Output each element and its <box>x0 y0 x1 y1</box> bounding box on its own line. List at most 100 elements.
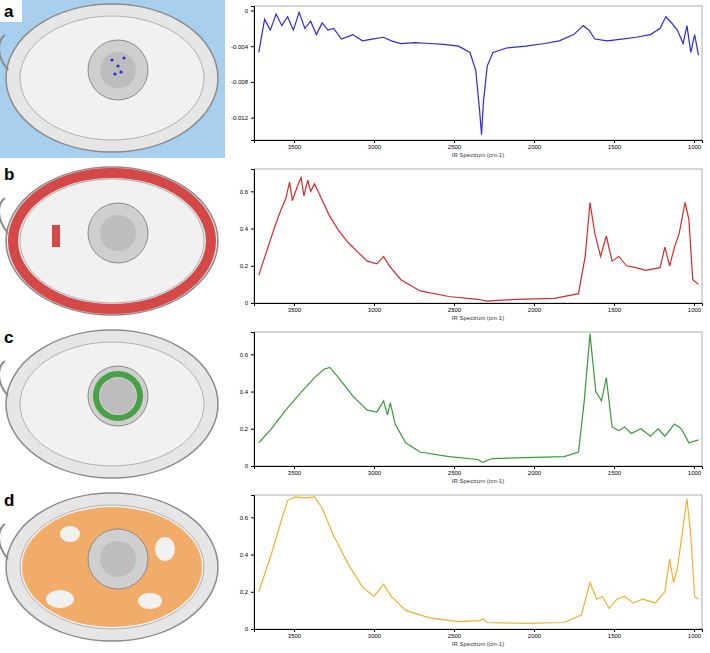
tissue-hole <box>60 526 80 542</box>
y-tick-mark <box>251 354 254 355</box>
y-tick-mark <box>251 517 254 518</box>
tissue-core <box>88 366 148 426</box>
y-axis: -0.012-0.008-0.0040 <box>231 7 255 141</box>
x-tick-mark <box>694 140 695 143</box>
y-tick-label: 0 <box>245 300 249 306</box>
x-tick-label: 3500 <box>288 307 302 313</box>
x-tick-label: 2000 <box>528 633 542 639</box>
label-background <box>0 326 22 348</box>
tissue-core-center <box>100 541 136 577</box>
x-tick-label: 3500 <box>288 470 302 476</box>
x-tick-mark <box>294 466 295 469</box>
spectrum-line <box>259 334 699 462</box>
x-tick: 3500 <box>288 466 302 476</box>
x-tick-label: 1000 <box>688 633 702 639</box>
y-tick-label: 0.4 <box>240 389 249 395</box>
x-tick-mark <box>534 466 535 469</box>
tissue-outer <box>6 4 218 152</box>
x-tick: 3000 <box>368 466 382 476</box>
tissue-image <box>0 0 225 158</box>
y-tick: 0.4 <box>240 226 254 232</box>
x-tick: 1000 <box>688 466 702 476</box>
x-tick-label: 1500 <box>608 144 622 150</box>
x-axis-title: IR Spectrum (cm-1) <box>452 478 504 484</box>
y-tick-label: 0.4 <box>240 552 249 558</box>
x-tick-mark <box>694 303 695 306</box>
y-tick: -0.008 <box>231 79 254 85</box>
x-tick: 1500 <box>608 140 622 150</box>
x-tick-label: 2500 <box>448 307 462 313</box>
x-axis-title: IR Spectrum (cm-1) <box>452 315 504 321</box>
y-tick-label: 0 <box>245 463 249 469</box>
highlight-region <box>96 374 140 418</box>
y-axis: 0 0.2 0.4 0.6 <box>240 333 255 470</box>
x-tick-mark <box>374 303 375 306</box>
x-tick: 1000 <box>688 303 702 313</box>
tissue-core <box>88 529 148 589</box>
tissue-image <box>0 167 218 315</box>
x-axis-line <box>255 304 703 307</box>
x-tick-mark <box>374 140 375 143</box>
tissue-inner <box>20 342 204 466</box>
y-tick: 0.6 <box>240 352 254 358</box>
panel-label: d <box>4 491 14 510</box>
highlight-region <box>122 56 125 59</box>
y-tick-mark <box>251 10 254 11</box>
tissue-image <box>0 493 218 641</box>
tissue-image <box>0 330 218 478</box>
y-tick-mark <box>251 466 254 467</box>
x-tick-mark <box>294 140 295 143</box>
highlight-region <box>116 64 119 67</box>
x-tick: 2000 <box>528 140 542 150</box>
y-tick: 0.2 <box>240 426 254 432</box>
label-background <box>0 489 22 511</box>
y-tick-label: -0.008 <box>231 79 249 85</box>
tissue-inner <box>20 16 204 140</box>
plot-frame <box>254 332 702 466</box>
x-axis-line <box>255 467 703 470</box>
y-tick-label: -0.012 <box>231 115 249 121</box>
x-tick-label: 3000 <box>368 470 382 476</box>
highlight-region <box>13 173 211 309</box>
y-tick-label: 0.4 <box>240 226 249 232</box>
x-tick-mark <box>454 466 455 469</box>
y-tick-mark <box>251 191 254 192</box>
y-tick: 0.6 <box>240 189 254 195</box>
plot-area <box>259 12 699 134</box>
x-tick-label: 1500 <box>608 470 622 476</box>
y-tick: 0.2 <box>240 263 254 269</box>
y-tick: 0.2 <box>240 589 254 595</box>
x-axis-line <box>255 141 703 144</box>
label-background <box>0 163 22 185</box>
y-tick-mark <box>251 629 254 630</box>
highlight-region <box>52 225 60 247</box>
y-tick-mark <box>251 555 254 556</box>
panel: b35003000250020001500100000.20.40.6IR Sp… <box>0 163 703 321</box>
tissue-hole <box>46 590 74 608</box>
x-tick-mark <box>694 629 695 632</box>
panel-label: c <box>4 328 13 347</box>
x-tick: 2000 <box>528 466 542 476</box>
y-tick-mark <box>251 429 254 430</box>
plot-area <box>259 177 699 301</box>
x-tick-mark <box>534 140 535 143</box>
plot-area <box>259 497 699 624</box>
x-tick-label: 1000 <box>688 470 702 476</box>
x-tick-mark <box>614 303 615 306</box>
y-tick-mark <box>251 82 254 83</box>
x-tick: 3500 <box>288 629 302 639</box>
plot-frame <box>254 169 702 303</box>
highlight-region <box>113 72 116 75</box>
tissue-outer <box>6 167 218 315</box>
tissue-core-center <box>100 215 136 251</box>
image-background <box>0 0 225 158</box>
x-tick-label: 2500 <box>448 633 462 639</box>
x-tick: 3000 <box>368 629 382 639</box>
x-tick: 1500 <box>608 303 622 313</box>
label-background <box>0 0 22 22</box>
highlight-region <box>110 58 113 61</box>
x-tick-mark <box>534 303 535 306</box>
x-axis-title: IR Spectrum (cm-1) <box>452 152 504 158</box>
x-axis: 350030002500200015001000 <box>255 629 703 639</box>
x-tick-label: 2000 <box>528 144 542 150</box>
